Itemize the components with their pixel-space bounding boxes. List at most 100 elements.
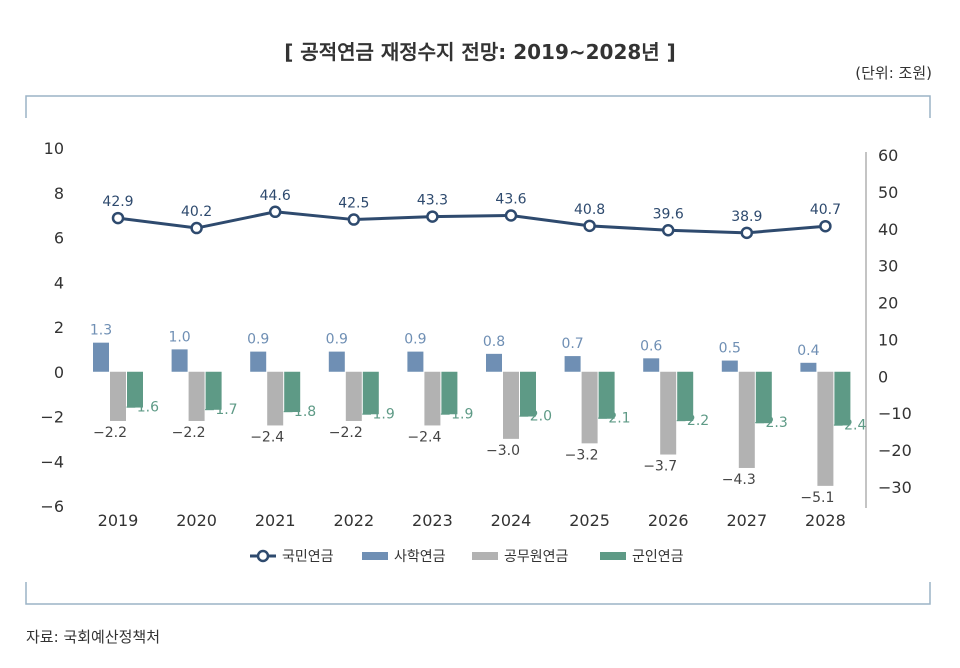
- data-label-사학연금: 0.6: [640, 338, 662, 354]
- left-tick-label: 8: [54, 184, 64, 203]
- right-tick-label: 0: [878, 367, 888, 386]
- frame-bottom: [25, 582, 931, 605]
- legend-swatch-marker: [256, 549, 270, 563]
- data-label-군인연금: −2.4: [832, 417, 866, 433]
- right-tick-label: 60: [878, 146, 898, 165]
- data-label-공무원연금: −3.2: [565, 447, 599, 463]
- point-국민연금: [661, 224, 675, 237]
- bar-군인연금: [127, 371, 143, 408]
- bar-공무원연금: [110, 371, 126, 421]
- point-국민연금: [583, 219, 596, 233]
- unit-label: (단위: 조원): [855, 64, 932, 82]
- bar-군인연금: [520, 371, 536, 417]
- data-label-사학연금: 1.3: [90, 323, 112, 339]
- right-tick-label: 40: [878, 220, 898, 239]
- point-국민연금: [426, 210, 439, 223]
- point-국민연금: [504, 209, 518, 222]
- data-label-공무원연금: −4.3: [722, 472, 756, 488]
- data-label-공무원연금: −5.1: [800, 490, 834, 506]
- bar-군인연금: [284, 371, 301, 413]
- left-tick-label: −6: [40, 497, 64, 516]
- data-label-공무원연금: −2.2: [329, 425, 363, 441]
- x-tick-label: 2021: [255, 511, 296, 530]
- left-tick-label: −2: [40, 408, 64, 427]
- left-tick-label: 10: [44, 139, 64, 158]
- x-tick-label: 2026: [648, 511, 689, 530]
- data-label-국민연금: 42.9: [102, 194, 133, 210]
- line-국민연금: [117, 210, 826, 235]
- bar-군인연금: [362, 371, 379, 415]
- bar-사학연금: [643, 358, 660, 372]
- legend-label: 사학연금: [394, 549, 446, 565]
- bar-공무원연금: [267, 371, 284, 426]
- data-label-사학연금: 0.9: [326, 332, 348, 348]
- bar-사학연금: [93, 342, 109, 372]
- point-국민연금: [347, 213, 361, 226]
- data-label-군인연금: −2.0: [518, 409, 552, 425]
- data-label-국민연금: 39.6: [653, 206, 684, 222]
- left-tick-label: 0: [54, 363, 64, 382]
- source-note: 자료: 국회예산정책처: [26, 628, 161, 646]
- right-tick-label: 30: [878, 257, 898, 276]
- bar-군인연금: [755, 371, 772, 424]
- left-tick-label: −4: [40, 452, 64, 471]
- data-label-군인연금: −1.9: [439, 406, 473, 422]
- bar-공무원연금: [738, 371, 755, 468]
- x-tick-label: 2019: [98, 511, 139, 530]
- bar-군인연금: [441, 371, 458, 415]
- bar-사학연금: [721, 360, 738, 372]
- data-label-군인연금: −2.3: [754, 415, 788, 431]
- bar-군인연금: [205, 371, 222, 410]
- x-tick-label: 2022: [333, 511, 374, 530]
- bar-군인연금: [834, 371, 851, 426]
- bar-사학연금: [486, 353, 502, 372]
- data-label-사학연금: 0.8: [483, 334, 505, 350]
- legend-swatch-bar: [362, 552, 388, 560]
- point-국민연금: [268, 205, 282, 219]
- data-label-사학연금: 0.7: [561, 336, 583, 352]
- chart-title: [ 공적연금 재정수지 전망: 2019~2028년 ]: [284, 40, 676, 64]
- bar-군인연금: [677, 371, 694, 421]
- left-tick-label: 2: [54, 318, 64, 337]
- point-국민연금: [111, 211, 125, 225]
- x-tick-label: 2024: [491, 511, 532, 530]
- point-국민연금: [190, 221, 203, 235]
- legend-swatch-bar: [472, 552, 498, 560]
- bar-공무원연금: [503, 371, 519, 439]
- bar-공무원연금: [424, 371, 441, 426]
- x-tick-label: 2025: [569, 511, 610, 530]
- data-label-사학연금: 0.9: [247, 332, 269, 348]
- data-label-공무원연금: −2.2: [93, 425, 127, 441]
- data-label-사학연금: 0.9: [404, 332, 426, 348]
- data-label-군인연금: −1.6: [125, 400, 159, 416]
- bar-공무원연금: [581, 371, 598, 444]
- right-tick-label: 20: [878, 294, 898, 313]
- data-label-국민연금: 40.7: [810, 202, 841, 218]
- legend: 국민연금 사학연금 공무원연금 군인연금: [250, 549, 684, 565]
- right-tick-label: −20: [878, 441, 912, 460]
- data-label-군인연금: −1.7: [204, 402, 238, 418]
- bar-사학연금: [407, 351, 424, 372]
- data-label-군인연금: −2.1: [597, 411, 631, 427]
- data-label-국민연금: 43.6: [495, 191, 526, 207]
- bar-사학연금: [250, 351, 267, 372]
- bar-사학연금: [171, 349, 188, 372]
- left-tick-label: 4: [54, 273, 64, 292]
- data-label-국민연금: 40.8: [574, 202, 605, 218]
- data-label-공무원연금: −2.4: [250, 429, 284, 445]
- data-label-군인연금: −2.2: [675, 413, 709, 429]
- data-label-공무원연금: −3.7: [643, 459, 677, 475]
- data-label-국민연금: 43.3: [417, 193, 448, 209]
- bar-군인연금: [598, 371, 615, 419]
- point-국민연금: [740, 226, 754, 240]
- x-tick-label: 2020: [176, 511, 217, 530]
- right-tick-label: 50: [878, 183, 898, 202]
- data-label-사학연금: 0.4: [797, 343, 819, 359]
- right-tick-label: −30: [878, 478, 912, 497]
- legend-label: 국민연금: [282, 549, 334, 565]
- right-tick-label: −10: [878, 404, 912, 423]
- data-label-국민연금: 38.9: [731, 209, 762, 225]
- point-국민연금: [819, 219, 832, 233]
